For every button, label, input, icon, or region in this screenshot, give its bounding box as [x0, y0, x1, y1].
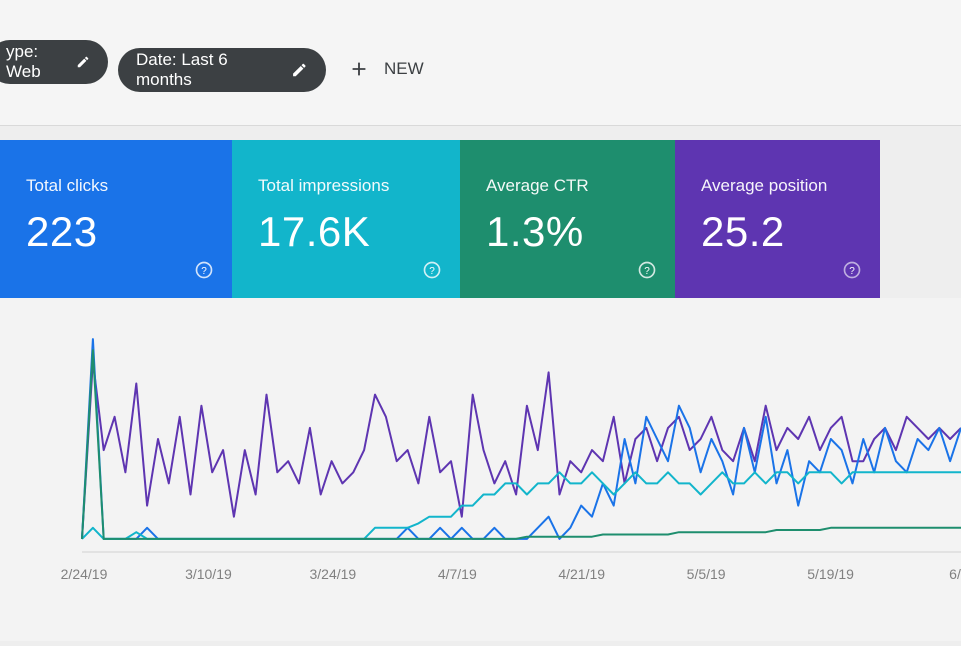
metric-label: Total clicks	[26, 176, 109, 195]
metric-card-average-position[interactable]: Average position 25.2 ?	[675, 140, 880, 298]
question-circle-icon[interactable]: ?	[194, 260, 214, 280]
performance-chart-svg	[81, 338, 961, 553]
metric-card-average-ctr[interactable]: Average CTR 1.3% ?	[460, 140, 675, 298]
metric-label: Average position	[701, 176, 828, 195]
metric-value: 1.3%	[486, 208, 584, 255]
metric-cards: Total clicks 223 ? Total impressions 17.…	[0, 140, 880, 298]
svg-text:?: ?	[644, 266, 650, 277]
question-circle-icon[interactable]: ?	[422, 260, 442, 280]
x-tick-label: 5/19/19	[807, 566, 854, 582]
date-filter-label: Date: Last 6 months	[136, 50, 228, 89]
question-circle-icon[interactable]: ?	[637, 260, 657, 280]
metric-card-total-impressions[interactable]: Total impressions 17.6K ?	[232, 140, 460, 298]
pencil-icon[interactable]	[291, 61, 308, 79]
x-tick-label: 5/5/19	[686, 566, 726, 582]
metric-value: 25.2	[701, 208, 785, 255]
filter-bar: ype: Web Date: Last 6 months NEW	[0, 0, 961, 126]
pencil-icon[interactable]	[76, 53, 90, 71]
x-tick-label: 3/24/19	[309, 566, 357, 582]
x-tick-label: 4/21/19	[558, 566, 606, 582]
chart-series-line-3	[81, 349, 961, 540]
svg-text:?: ?	[201, 266, 207, 277]
metric-label: Average CTR	[486, 176, 589, 195]
x-tick-label: 2/24/19	[60, 566, 108, 582]
metric-card-total-clicks[interactable]: Total clicks 223 ?	[0, 140, 232, 298]
metric-value: 17.6K	[258, 208, 371, 255]
new-filter-button[interactable]: NEW	[348, 58, 424, 80]
x-tick-label: 6/	[949, 566, 961, 582]
metric-label: Total impressions	[258, 176, 390, 195]
chart-series-line-1	[81, 338, 961, 540]
type-filter-chip[interactable]: ype: Web	[0, 40, 108, 84]
type-filter-label: ype: Web	[6, 42, 41, 81]
x-tick-label: 3/10/19	[185, 566, 232, 582]
svg-text:?: ?	[429, 266, 435, 277]
svg-text:?: ?	[849, 266, 855, 277]
metric-value: 223	[26, 208, 98, 255]
plus-icon	[352, 62, 366, 76]
chart-series-line-0	[81, 360, 961, 539]
performance-chart	[0, 298, 961, 641]
question-circle-icon[interactable]: ?	[842, 260, 862, 280]
date-filter-chip[interactable]: Date: Last 6 months	[118, 48, 326, 92]
new-filter-label: NEW	[384, 59, 424, 78]
x-tick-label: 4/7/19	[437, 566, 477, 582]
